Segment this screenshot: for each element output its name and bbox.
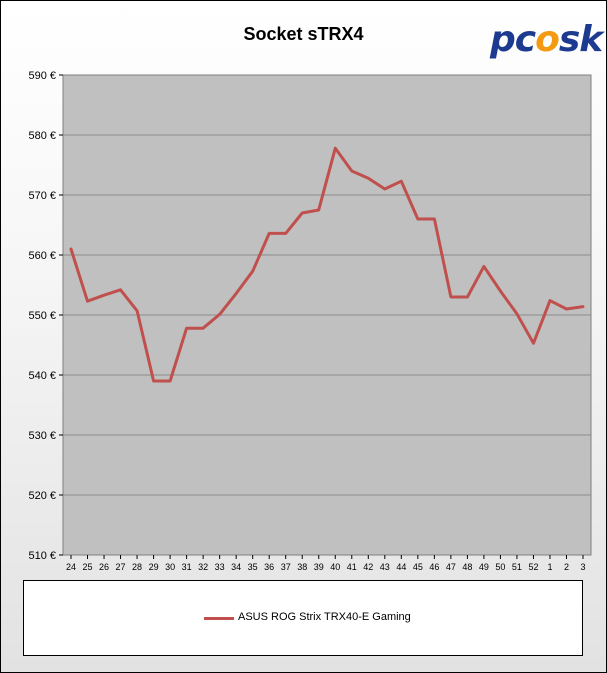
y-tick-label: 560 € <box>28 250 56 262</box>
x-tick-label: 42 <box>363 562 373 572</box>
legend-label: ASUS ROG Strix TRX40-E Gaming <box>238 611 411 623</box>
x-tick-label: 52 <box>528 562 538 572</box>
y-tick-label: 540 € <box>28 370 56 382</box>
chart-title: Socket sTRX4 <box>243 24 364 44</box>
y-tick-label: 550 € <box>28 310 56 322</box>
x-tick-label: 24 <box>66 562 76 572</box>
y-tick-label: 510 € <box>28 550 56 562</box>
logo-text-a: pc <box>490 19 536 60</box>
x-tick-label: 32 <box>198 562 208 572</box>
x-tick-label: 39 <box>314 562 324 572</box>
x-tick-label: 2 <box>564 562 569 572</box>
y-tick-label: 590 € <box>28 70 56 82</box>
x-tick-label: 48 <box>462 562 472 572</box>
y-tick-label: 570 € <box>28 190 56 202</box>
x-tick-label: 30 <box>165 562 175 572</box>
legend: ASUS ROG Strix TRX40-E Gaming <box>23 580 583 656</box>
x-tick-label: 51 <box>512 562 522 572</box>
x-tick-label: 36 <box>264 562 274 572</box>
x-tick-label: 3 <box>580 562 585 572</box>
x-tick-label: 35 <box>248 562 258 572</box>
x-tick-label: 44 <box>396 562 406 572</box>
x-tick-label: 29 <box>149 562 159 572</box>
legend-swatch <box>204 617 234 620</box>
x-tick-label: 41 <box>347 562 357 572</box>
logo-text-c: sk <box>558 19 603 60</box>
x-tick-label: 50 <box>495 562 505 572</box>
x-tick-label: 26 <box>99 562 109 572</box>
y-tick-label: 530 € <box>28 430 56 442</box>
y-tick-label: 520 € <box>28 490 56 502</box>
x-tick-label: 28 <box>132 562 142 572</box>
x-tick-label: 31 <box>182 562 192 572</box>
x-tick-label: 27 <box>116 562 126 572</box>
x-tick-label: 40 <box>330 562 340 572</box>
x-tick-label: 45 <box>413 562 423 572</box>
pcosk-logo: pcosk <box>490 19 603 60</box>
x-tick-label: 1 <box>547 562 552 572</box>
x-tick-label: 43 <box>380 562 390 572</box>
logo-flame: o <box>535 19 560 60</box>
y-tick-label: 580 € <box>28 130 56 142</box>
x-tick-label: 34 <box>231 562 241 572</box>
x-tick-label: 47 <box>446 562 456 572</box>
x-tick-label: 37 <box>281 562 291 572</box>
x-tick-label: 25 <box>83 562 93 572</box>
x-tick-label: 38 <box>297 562 307 572</box>
x-tick-label: 33 <box>215 562 225 572</box>
x-tick-label: 49 <box>479 562 489 572</box>
series-line <box>69 146 585 383</box>
x-tick-label: 46 <box>429 562 439 572</box>
